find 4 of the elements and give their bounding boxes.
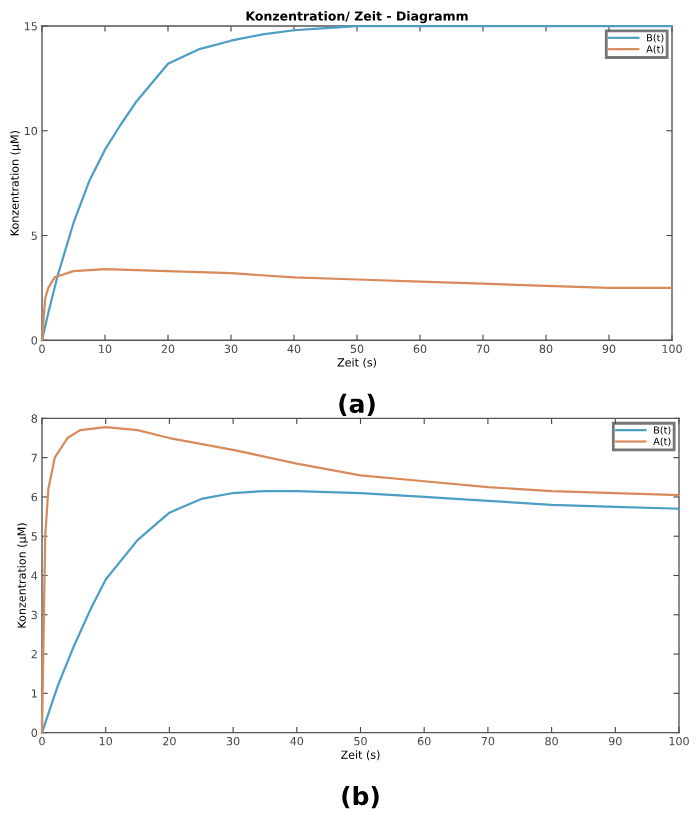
text: (b) [342, 786, 379, 809]
line-series [40, 24, 674, 342]
line-series [40, 425, 681, 734]
text: (a) [339, 393, 375, 416]
